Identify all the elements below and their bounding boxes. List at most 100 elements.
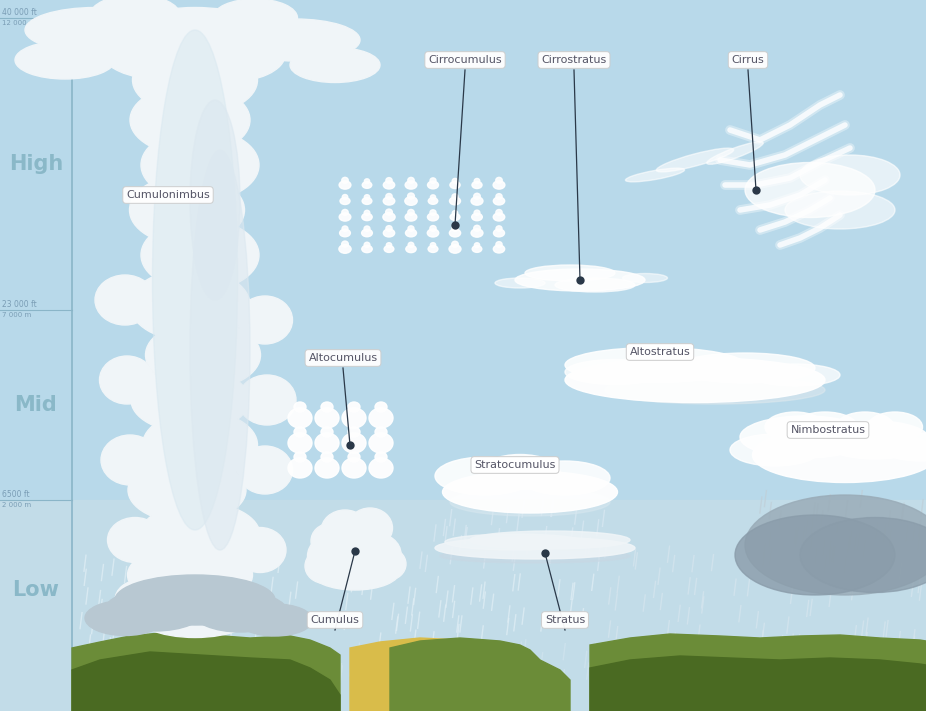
Ellipse shape (657, 148, 733, 172)
Ellipse shape (348, 452, 360, 462)
Ellipse shape (406, 245, 416, 252)
Ellipse shape (474, 193, 481, 199)
Ellipse shape (90, 0, 180, 35)
Ellipse shape (128, 457, 246, 523)
Polygon shape (72, 632, 340, 711)
Ellipse shape (449, 197, 460, 205)
Text: Cumulonimbus: Cumulonimbus (126, 190, 210, 200)
Ellipse shape (470, 531, 630, 549)
Ellipse shape (95, 275, 155, 325)
Ellipse shape (430, 210, 436, 215)
Ellipse shape (449, 245, 461, 253)
Ellipse shape (143, 411, 257, 479)
Ellipse shape (294, 452, 306, 462)
Ellipse shape (793, 412, 857, 442)
Ellipse shape (406, 229, 417, 237)
Ellipse shape (515, 269, 645, 291)
Ellipse shape (315, 458, 339, 478)
Ellipse shape (130, 85, 250, 155)
Ellipse shape (342, 458, 366, 478)
Ellipse shape (362, 245, 372, 252)
Ellipse shape (212, 0, 297, 37)
Ellipse shape (294, 402, 306, 412)
Ellipse shape (525, 265, 615, 281)
Ellipse shape (290, 48, 380, 82)
Ellipse shape (364, 195, 369, 200)
Ellipse shape (321, 452, 333, 462)
Ellipse shape (321, 510, 369, 552)
Ellipse shape (471, 197, 483, 205)
Ellipse shape (450, 181, 460, 188)
Ellipse shape (435, 457, 535, 495)
Ellipse shape (428, 245, 438, 252)
Ellipse shape (383, 181, 394, 189)
Text: 7 000 m: 7 000 m (2, 312, 31, 318)
Ellipse shape (494, 213, 505, 221)
Ellipse shape (315, 408, 339, 428)
Ellipse shape (107, 518, 162, 562)
Text: High: High (9, 154, 63, 174)
Ellipse shape (495, 210, 502, 215)
Ellipse shape (480, 454, 560, 489)
Ellipse shape (364, 226, 370, 231)
Polygon shape (350, 638, 510, 711)
Ellipse shape (386, 193, 393, 199)
Text: Cirrus: Cirrus (732, 55, 764, 65)
Polygon shape (590, 656, 926, 711)
Ellipse shape (375, 427, 387, 437)
Ellipse shape (340, 229, 350, 237)
Ellipse shape (153, 30, 237, 530)
Ellipse shape (237, 296, 293, 344)
Ellipse shape (369, 433, 393, 453)
Ellipse shape (321, 427, 333, 437)
Ellipse shape (405, 197, 418, 205)
Text: Cirrocumulus: Cirrocumulus (428, 55, 502, 65)
Ellipse shape (237, 446, 293, 494)
Ellipse shape (342, 177, 348, 183)
Ellipse shape (375, 402, 387, 412)
Ellipse shape (450, 213, 460, 220)
Ellipse shape (130, 582, 260, 638)
Text: Low: Low (13, 580, 59, 600)
Ellipse shape (100, 20, 230, 80)
Ellipse shape (339, 245, 351, 253)
Ellipse shape (130, 269, 250, 341)
Ellipse shape (494, 229, 505, 237)
Ellipse shape (406, 213, 417, 221)
Ellipse shape (190, 150, 250, 550)
Ellipse shape (430, 225, 436, 231)
Ellipse shape (407, 193, 415, 199)
Ellipse shape (141, 129, 259, 201)
Ellipse shape (364, 210, 369, 215)
Ellipse shape (449, 229, 460, 237)
Ellipse shape (349, 533, 401, 575)
Ellipse shape (431, 195, 435, 200)
Ellipse shape (707, 141, 763, 164)
Ellipse shape (730, 434, 820, 466)
Ellipse shape (800, 518, 926, 592)
Text: Cirrostratus: Cirrostratus (542, 55, 607, 65)
Ellipse shape (120, 8, 270, 63)
Ellipse shape (452, 178, 457, 183)
Ellipse shape (382, 213, 395, 221)
Ellipse shape (145, 321, 260, 389)
Ellipse shape (474, 242, 480, 247)
Ellipse shape (315, 433, 339, 453)
Ellipse shape (375, 452, 387, 462)
Ellipse shape (753, 427, 926, 483)
Ellipse shape (868, 412, 922, 442)
Ellipse shape (369, 408, 393, 428)
Polygon shape (390, 638, 570, 711)
Ellipse shape (494, 197, 505, 205)
Ellipse shape (348, 402, 360, 412)
Ellipse shape (565, 360, 665, 385)
Bar (0, 500, 926, 711)
Ellipse shape (140, 503, 260, 567)
Ellipse shape (25, 8, 165, 53)
Ellipse shape (565, 358, 825, 402)
Ellipse shape (605, 376, 825, 404)
Ellipse shape (675, 353, 815, 383)
Ellipse shape (15, 41, 115, 79)
Ellipse shape (238, 375, 296, 425)
Ellipse shape (740, 416, 870, 458)
